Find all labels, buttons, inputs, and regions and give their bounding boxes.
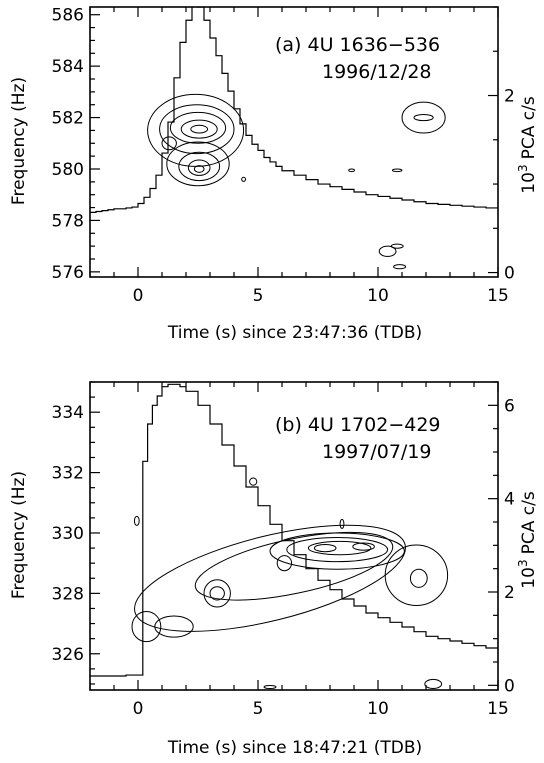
panel-a-annotation-line1: (a) 4U 1636−536	[275, 34, 440, 56]
panel-b: (b) 4U 1702−429 1997/07/19 Time (s) sinc…	[9, 381, 539, 758]
panel-a-y2-label-unit: PCA c/s	[519, 96, 539, 159]
panel-a-frame	[89, 6, 499, 278]
panel-b-frame	[89, 381, 499, 691]
panel-a-contour-6	[178, 151, 221, 182]
panel-b-contour-9	[276, 555, 293, 572]
panel-b-x-tick-label: 15	[487, 699, 509, 719]
panel-a: (a) 4U 1636−536 1996/12/28 Time (s) sinc…	[9, 6, 539, 343]
panel-b-contour-18	[263, 684, 277, 689]
panel-b-contour-15	[249, 477, 258, 486]
panel-b-contour-16	[339, 518, 345, 529]
panel-b-y2-tick-label: 6	[504, 396, 515, 416]
panel-b-contour-11	[384, 544, 449, 606]
panel-b-contour-17	[424, 678, 443, 689]
panel-b-x-axis-label: Time (s) since 18:47:21 (TDB)	[167, 738, 422, 758]
panel-a-contour-9	[161, 136, 177, 151]
panel-b-y-tick-label: 330	[52, 524, 84, 544]
panel-b-contour-5	[286, 537, 389, 563]
panel-b-y-axis-label: Frequency (Hz)	[9, 471, 29, 599]
panel-b-x-tick-label: 5	[253, 699, 264, 719]
panel-a-contour-8	[193, 165, 205, 173]
panel-a-y-tick-label: 576	[52, 263, 84, 283]
panel-b-contour-0	[134, 524, 406, 632]
panel-a-contour-1	[159, 104, 235, 155]
panel-a-y-tick-label: 582	[52, 109, 84, 129]
panel-b-y-tick-label: 326	[52, 645, 84, 665]
panel-a-x-tick-label: 0	[133, 286, 144, 306]
panel-b-contour-6	[307, 540, 372, 556]
panel-a-y-tick-label: 580	[52, 160, 84, 180]
panel-a-contour-12	[348, 168, 355, 173]
panel-a-y2-label-base: 10	[519, 172, 539, 194]
panel-a-contour-17	[241, 176, 247, 182]
panel-a-x-tick-label: 5	[253, 286, 264, 306]
panel-b-contour-10	[409, 568, 428, 588]
panel-a-y2-axis-label: 103 PCA c/s	[516, 96, 539, 194]
panel-a-contour-3	[180, 119, 218, 139]
panel-a-plot-area	[90, 7, 498, 270]
panel-a-y2-tick-label: 2	[504, 87, 515, 107]
panel-a-contour-13	[378, 245, 397, 257]
panel-a-contour-5	[166, 141, 230, 187]
panel-b-y2-label-unit: PCA c/s	[519, 491, 539, 554]
panel-a-y-tick-label: 586	[52, 6, 84, 26]
panel-b-annotation-line1: (b) 4U 1702−429	[275, 414, 441, 436]
panel-a-annotation-line2: 1996/12/28	[322, 61, 432, 83]
panel-a-y-tick-label: 578	[52, 211, 84, 231]
panel-a-x-tick-label: 15	[487, 286, 509, 306]
panel-a-x-axis-label: Time (s) since 23:47:36 (TDB)	[167, 323, 422, 343]
panel-b-contour-7	[352, 542, 375, 551]
panel-b-y2-tick-label: 0	[504, 676, 515, 696]
panel-b-contour-14	[133, 515, 140, 526]
panel-a-light-curve	[90, 7, 498, 213]
panel-b-plot-area	[90, 383, 498, 689]
panel-b-annotation-line2: 1997/07/19	[322, 441, 432, 463]
panel-a-y-tick-label: 584	[52, 57, 84, 77]
panel-a-contour-16	[393, 264, 407, 270]
panel-b-contour-13	[154, 615, 194, 638]
panel-a-contour-11	[413, 113, 434, 122]
panel-b-y-tick-label: 332	[52, 464, 84, 484]
panel-a-y-axis-label: Frequency (Hz)	[9, 77, 29, 205]
panel-b-contour-4	[269, 532, 405, 570]
panel-b-contour-12	[131, 610, 162, 643]
panel-a-y2-label-exp: 3	[516, 164, 530, 172]
panel-a-contour-15	[390, 243, 404, 249]
panel-b-x-tick-label: 10	[367, 699, 389, 719]
panel-b-contour-3	[209, 586, 225, 601]
panel-a-y2-tick-label: 0	[504, 264, 515, 284]
panel-b-y-tick-label: 328	[52, 584, 84, 604]
panel-b-y2-tick-label: 4	[504, 490, 515, 510]
panel-a-contour-4	[190, 124, 209, 134]
panel-b-x-tick-label: 0	[133, 699, 144, 719]
panel-a-contour-10	[401, 101, 446, 134]
panel-b-y2-label-exp: 3	[516, 559, 530, 567]
panel-b-y2-tick-label: 2	[504, 583, 515, 603]
panel-b-y2-axis-label: 103 PCA c/s	[516, 491, 539, 589]
panel-a-contour-7	[187, 159, 211, 176]
panel-a-x-tick-label: 10	[367, 286, 389, 306]
panel-a-contour-2	[169, 111, 227, 144]
panel-b-y2-label-base: 10	[519, 567, 539, 589]
panel-a-contour-14	[391, 168, 403, 173]
panel-b-contour-1	[194, 531, 394, 601]
panel-b-contour-8	[313, 543, 337, 553]
panel-b-contour-2	[203, 579, 231, 608]
panel-b-light-curve	[90, 383, 498, 677]
panel-b-y-tick-label: 334	[52, 403, 84, 423]
